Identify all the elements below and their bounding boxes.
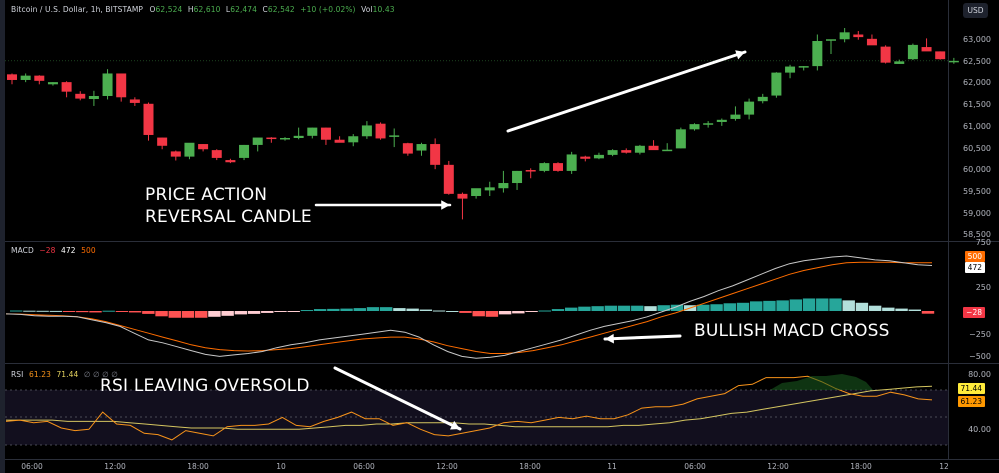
macd-signal-value: 500 (81, 246, 96, 255)
macd-legend[interactable]: MACD −28 472 500 (11, 246, 99, 255)
price-axis-tick: 59,000 (963, 208, 991, 218)
low-label: L62,474 (225, 5, 258, 14)
price-axis-tick: 61,000 (963, 121, 991, 131)
price-axis-tick: 60,500 (963, 143, 991, 153)
time-axis-tick: 11 (607, 462, 617, 471)
price-axis-tick: 62,000 (963, 78, 991, 88)
rsi-ma-value: 71.44 (56, 370, 79, 379)
open-label: O62,524 (149, 5, 183, 14)
price-axis-divider (948, 0, 949, 460)
macd-axis-tick: −500 (969, 352, 991, 361)
price-axis-tick: 61,500 (963, 100, 991, 110)
time-axis-tick: 18:00 (519, 462, 541, 471)
price-axis-tick: 62,500 (963, 56, 991, 66)
rsi-ma-tag: 71.44 (957, 383, 985, 394)
high-label: H62,610 (187, 5, 221, 14)
macd-axis-tick: 250 (975, 283, 991, 292)
symbol-legend[interactable]: Bitcoin / U.S. Dollar, 1h, BITSTAMP O62,… (11, 5, 401, 14)
left-toolbar-edge (0, 0, 5, 473)
close-label: C62,542 (262, 5, 295, 14)
macd-hist-tag: −28 (963, 307, 985, 318)
time-axis-tick: 06:00 (353, 462, 375, 471)
change-value: +10 (+0.02%) (300, 5, 356, 14)
rsi-legend[interactable]: RSI 61.23 71.44 ∅ ∅ ∅ ∅ (11, 370, 121, 379)
pane-divider-rsi[interactable] (5, 363, 999, 364)
rsi-value: 61.23 (28, 370, 51, 379)
price-axis-tick: 63,000 (963, 35, 991, 44)
annotation-bullish-macd-cross: BULLISH MACD CROSS (694, 321, 890, 341)
time-axis-divider (5, 459, 999, 460)
symbol-title: Bitcoin / U.S. Dollar, 1h, BITSTAMP (11, 5, 144, 14)
volume-label: Vol10.43 (361, 5, 395, 14)
time-axis-tick: 12:00 (767, 462, 789, 471)
macd-axis-tick: −250 (969, 330, 991, 339)
rsi-value-tag: 61.23 (957, 396, 985, 407)
macd-hist-value: −28 (39, 246, 56, 255)
price-axis-tick: 58,500 (963, 230, 991, 240)
rsi-axis-tick: 40.00 (968, 425, 991, 434)
macd-signal-tag: 500 (964, 251, 985, 262)
currency-button[interactable]: USD (963, 3, 988, 18)
price-axis-tick: 59,500 (963, 186, 991, 196)
rsi-title: RSI (11, 370, 24, 379)
time-axis-tick: 06:00 (684, 462, 706, 471)
price-axis-tick: 60,000 (963, 165, 991, 175)
annotation-rsi-oversold: RSI LEAVING OVERSOLD (100, 376, 310, 396)
time-axis-tick: 12:00 (104, 462, 126, 471)
macd-line-tag: 472 (964, 262, 985, 273)
time-axis-tick: 10 (276, 462, 286, 471)
time-axis-tick: 06:00 (21, 462, 43, 471)
time-axis-tick: 12 (939, 462, 949, 471)
macd-axis-tick: 750 (975, 238, 991, 247)
pane-divider-macd[interactable] (5, 241, 999, 242)
macd-line-value: 472 (61, 246, 76, 255)
macd-title: MACD (11, 246, 34, 255)
time-axis-tick: 18:00 (187, 462, 209, 471)
time-axis-tick: 12:00 (436, 462, 458, 471)
rsi-axis-tick: 80.00 (968, 370, 991, 379)
time-axis-tick: 18:00 (850, 462, 872, 471)
rsi-extra-values: ∅ ∅ ∅ ∅ (83, 370, 118, 379)
annotation-price-action: PRICE ACTION REVERSAL CANDLE (145, 185, 312, 227)
